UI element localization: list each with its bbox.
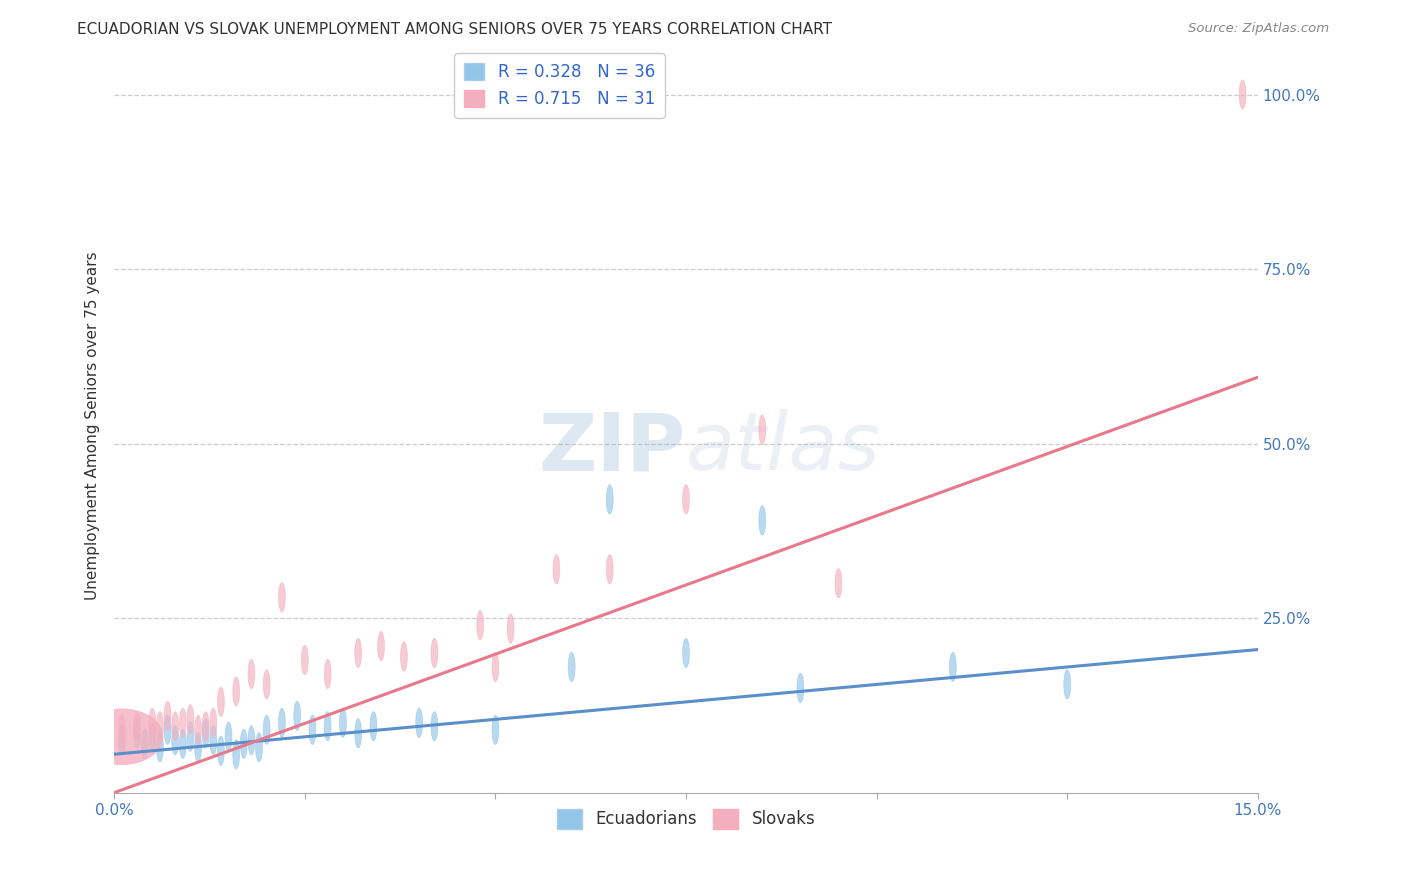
Ellipse shape (492, 715, 499, 745)
Ellipse shape (149, 723, 156, 751)
Ellipse shape (553, 555, 560, 584)
Ellipse shape (759, 415, 766, 444)
Ellipse shape (194, 732, 201, 762)
Ellipse shape (294, 701, 301, 731)
Ellipse shape (378, 632, 384, 661)
Ellipse shape (118, 715, 125, 745)
Ellipse shape (835, 568, 842, 598)
Ellipse shape (180, 729, 186, 758)
Ellipse shape (339, 708, 346, 738)
Ellipse shape (80, 709, 163, 764)
Ellipse shape (233, 739, 239, 769)
Ellipse shape (263, 670, 270, 699)
Ellipse shape (278, 708, 285, 738)
Ellipse shape (477, 610, 484, 640)
Ellipse shape (209, 708, 217, 738)
Text: ECUADORIAN VS SLOVAK UNEMPLOYMENT AMONG SENIORS OVER 75 YEARS CORRELATION CHART: ECUADORIAN VS SLOVAK UNEMPLOYMENT AMONG … (77, 22, 832, 37)
Ellipse shape (256, 732, 263, 762)
Text: atlas: atlas (686, 409, 880, 487)
Ellipse shape (202, 719, 209, 748)
Ellipse shape (247, 725, 254, 755)
Ellipse shape (949, 652, 956, 681)
Ellipse shape (134, 719, 141, 748)
Ellipse shape (141, 729, 148, 758)
Ellipse shape (370, 712, 377, 741)
Ellipse shape (165, 701, 172, 731)
Ellipse shape (1239, 80, 1246, 109)
Ellipse shape (682, 484, 689, 514)
Ellipse shape (165, 715, 172, 745)
Ellipse shape (606, 484, 613, 514)
Ellipse shape (325, 712, 330, 741)
Ellipse shape (209, 725, 217, 755)
Ellipse shape (149, 708, 156, 738)
Y-axis label: Unemployment Among Seniors over 75 years: Unemployment Among Seniors over 75 years (86, 252, 100, 600)
Ellipse shape (187, 723, 194, 751)
Ellipse shape (1064, 670, 1070, 699)
Ellipse shape (301, 645, 308, 674)
Ellipse shape (309, 715, 316, 745)
Ellipse shape (118, 725, 125, 755)
Ellipse shape (797, 673, 804, 703)
Ellipse shape (354, 639, 361, 668)
Ellipse shape (432, 712, 437, 741)
Ellipse shape (354, 719, 361, 748)
Ellipse shape (240, 729, 247, 758)
Ellipse shape (156, 712, 163, 741)
Ellipse shape (606, 555, 613, 584)
Ellipse shape (247, 659, 254, 689)
Ellipse shape (187, 705, 194, 734)
Ellipse shape (682, 639, 689, 668)
Ellipse shape (508, 614, 515, 643)
Ellipse shape (225, 723, 232, 751)
Ellipse shape (325, 659, 330, 689)
Ellipse shape (568, 652, 575, 681)
Text: ZIP: ZIP (538, 409, 686, 487)
Ellipse shape (202, 712, 209, 741)
Legend: Ecuadorians, Slovaks: Ecuadorians, Slovaks (550, 802, 823, 836)
Ellipse shape (278, 582, 285, 612)
Ellipse shape (759, 506, 766, 535)
Ellipse shape (218, 736, 225, 765)
Ellipse shape (218, 687, 225, 716)
Ellipse shape (401, 642, 408, 671)
Text: Source: ZipAtlas.com: Source: ZipAtlas.com (1188, 22, 1329, 36)
Ellipse shape (172, 712, 179, 741)
Ellipse shape (172, 725, 179, 755)
Ellipse shape (233, 677, 239, 706)
Ellipse shape (492, 652, 499, 681)
Ellipse shape (194, 715, 201, 745)
Ellipse shape (263, 715, 270, 745)
Ellipse shape (432, 639, 437, 668)
Ellipse shape (416, 708, 423, 738)
Ellipse shape (156, 732, 163, 762)
Ellipse shape (134, 712, 141, 741)
Ellipse shape (180, 708, 186, 738)
